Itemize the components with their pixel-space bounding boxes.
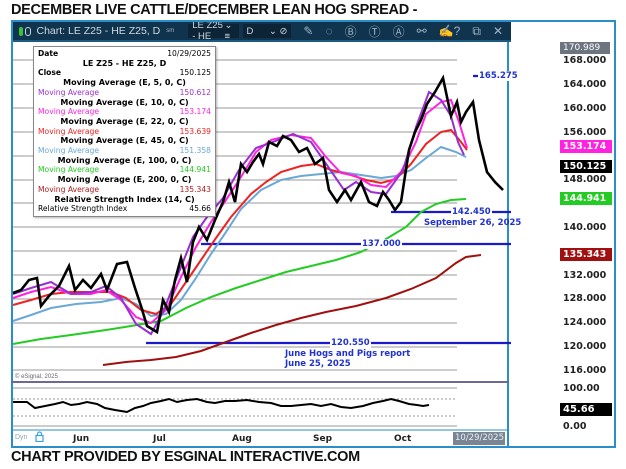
rsi-line — [13, 397, 430, 414]
rsi-tick: 0.00 — [563, 421, 587, 432]
symbol-input[interactable]: LE Z25 - HE ⌄ ≡ — [188, 20, 239, 42]
x-axis-label: Jun — [73, 434, 90, 444]
window-border — [614, 20, 616, 448]
help-icon[interactable]: ? — [453, 23, 461, 38]
link-ring-icon[interactable] — [25, 26, 31, 36]
price-tick: 116.000 — [563, 365, 607, 376]
legend-study-row: Moving Average 153.174 — [38, 107, 211, 117]
ema-200-price-badge: 135.343 — [560, 248, 612, 261]
legend-study-row: Moving Average 153.639 — [38, 126, 211, 136]
legend-study-row: Moving Average 151.358 — [38, 146, 211, 156]
price-tick: 164.000 — [563, 79, 607, 90]
close-price-badge: 150.125 — [560, 160, 612, 173]
low-date-annotation: September 26, 2025 — [424, 218, 522, 228]
price-tick: 140.000 — [563, 222, 607, 233]
ema-100-line — [12, 198, 467, 345]
report-annotation: 120.550 — [330, 338, 371, 348]
rsi-tick: 100.00 — [563, 383, 600, 394]
price-tick: 156.000 — [563, 127, 607, 138]
link-icon[interactable]: ⚯ — [416, 24, 427, 38]
ema-10-price-badge: 153.174 — [560, 140, 612, 153]
popout-icon[interactable]: ⧉ — [472, 23, 481, 38]
chevron-down-icon[interactable]: ⌄ ⊘ — [268, 25, 288, 37]
price-tick: 128.000 — [563, 293, 607, 304]
legend-rsi-row: Relative Strength Index 45.66 — [38, 204, 211, 214]
legend-symbol-header: LE Z25 - HE Z25, D — [82, 58, 167, 68]
legend-study-header: Moving Average (E, 10, 0, C) — [60, 97, 189, 107]
t-circle-icon[interactable]: Ⓣ — [368, 24, 381, 39]
study-icon[interactable]: ◌ — [325, 24, 333, 38]
x-axis-label: Aug — [232, 434, 252, 444]
chart-toolbar: Chart: LE Z25 - HE Z25, D sm LE Z25 - HE… — [13, 20, 511, 42]
top-price-badge: 170.989 — [560, 42, 610, 54]
lock-icon[interactable] — [35, 431, 44, 442]
notes-icon[interactable]: ✍ — [438, 24, 454, 38]
x-axis-label: Oct — [394, 434, 412, 444]
low-annotation: 142.450 — [451, 207, 492, 217]
high-annotation: 165.275 — [478, 71, 519, 81]
window-border — [11, 20, 616, 22]
legend-date-row: Date 10/29/2025 — [38, 49, 211, 58]
page-title: DECEMBER LIVE CATTLE/DECEMBER LEAN HOG S… — [11, 2, 418, 18]
interval-select[interactable]: D ⌄ ⊘ — [242, 24, 292, 38]
rsi-value-badge: 45.66 — [560, 403, 612, 416]
chevron-down-icon[interactable]: ⌄ ≡ — [224, 20, 233, 42]
price-tick: 132.000 — [563, 270, 607, 281]
x-axis-label: Jul — [153, 434, 166, 444]
ema-100-price-badge: 144.941 — [560, 192, 612, 205]
legend-study-row: Moving Average 144.941 — [38, 165, 211, 175]
status-indicator-icon — [19, 26, 24, 36]
cursor-date-badge: 10/29/2025 — [453, 432, 505, 445]
legend-study-header: Moving Average (E, 5, 0, C) — [63, 78, 186, 88]
a-circle-icon[interactable]: Ⓐ — [392, 24, 405, 39]
legend-study-header: Moving Average (E, 200, 0, C) — [57, 175, 192, 185]
b-circle-icon[interactable]: Ⓑ — [344, 24, 357, 39]
ema-200-line — [102, 254, 482, 366]
symbol-value: LE Z25 - HE — [192, 20, 223, 42]
legend-study-header: Moving Average (E, 22, 0, C) — [60, 116, 189, 126]
price-tick: 124.000 — [563, 317, 607, 328]
legend-study-header: Moving Average (E, 100, 0, C) — [57, 155, 192, 165]
window-border — [11, 446, 616, 448]
price-tick: 168.000 — [563, 55, 607, 66]
report-date-annotation: June 25, 2025 — [285, 359, 351, 369]
price-chart[interactable] — [11, 42, 511, 444]
report-title-annotation: June Hogs and Pigs report — [285, 349, 411, 359]
sm-label: sm — [166, 28, 175, 34]
window-title: Chart: LE Z25 - HE Z25, D — [36, 25, 161, 37]
price-tick: 148.000 — [563, 174, 607, 185]
x-axis-label: Sep — [313, 434, 333, 444]
legend-study-row: Moving Average 135.343 — [38, 184, 211, 194]
close-icon[interactable]: ✕ — [492, 23, 503, 38]
interval-value: D — [246, 25, 254, 37]
legend-close-row: Close 150.125 — [38, 68, 211, 78]
legend-rsi-header: Relative Strength Index (14, C) — [54, 194, 195, 204]
price-tick: 160.000 — [563, 103, 607, 114]
legend-study-row: Moving Average 150.612 — [38, 87, 211, 97]
mid-annotation: 137.000 — [361, 239, 402, 249]
dyn-label[interactable]: Dyn — [15, 434, 28, 441]
price-tick: 120.000 — [563, 341, 607, 352]
pencil-icon[interactable]: ✎ — [303, 24, 314, 38]
copyright-text: © eSignal, 2025 — [15, 374, 58, 380]
data-window: Date 10/29/2025 LE Z25 - HE Z25, D Close 1… — [33, 46, 216, 217]
footer-credit: CHART PROVIDED BY ESGINAL INTERACTIVE.CO… — [11, 449, 360, 465]
close-price-line — [12, 74, 504, 335]
legend-study-header: Moving Average (E, 45, 0, C) — [60, 136, 189, 146]
